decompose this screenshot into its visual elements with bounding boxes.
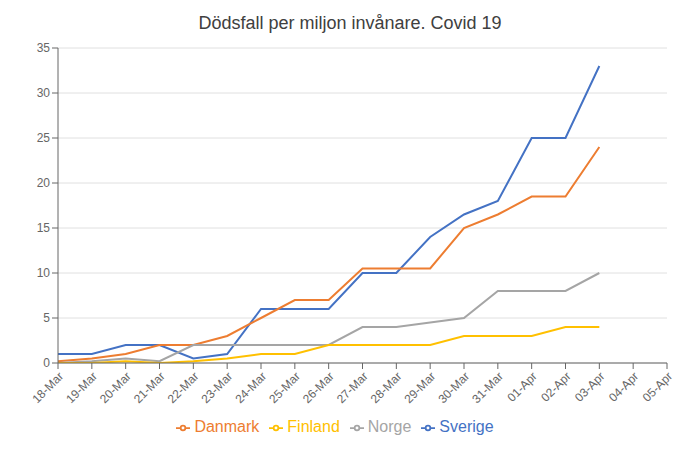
svg-text:21-Mar: 21-Mar	[131, 369, 168, 406]
svg-text:25: 25	[37, 131, 51, 145]
svg-text:25-Mar: 25-Mar	[266, 369, 303, 406]
svg-text:28-Mar: 28-Mar	[368, 369, 405, 406]
svg-text:04-Apr: 04-Apr	[606, 369, 641, 404]
html-text:Finland: Finland	[287, 418, 340, 435]
svg-text:05-Apr: 05-Apr	[640, 369, 675, 404]
svg-text:23-Mar: 23-Mar	[199, 369, 236, 406]
svg-text:02-Apr: 02-Apr	[538, 369, 573, 404]
svg-text:35: 35	[37, 41, 51, 55]
svg-text:22-Mar: 22-Mar	[165, 369, 202, 406]
svg-text:29-Mar: 29-Mar	[402, 369, 439, 406]
svg-text:20-Mar: 20-Mar	[97, 369, 134, 406]
svg-text:01-Apr: 01-Apr	[504, 369, 539, 404]
html-text:Sverige: Sverige	[439, 418, 494, 435]
svg-text:30: 30	[37, 86, 51, 100]
svg-text:20: 20	[37, 176, 51, 190]
svg-text:0: 0	[43, 356, 50, 370]
html-text:Danmark: Danmark	[194, 418, 260, 435]
svg-text:10: 10	[37, 266, 51, 280]
svg-text:26-Mar: 26-Mar	[300, 369, 337, 406]
html-text:Norge: Norge	[367, 418, 412, 435]
svg-text:19-Mar: 19-Mar	[63, 369, 100, 406]
svg-text:31-Mar: 31-Mar	[469, 369, 506, 406]
svg-text:30-Mar: 30-Mar	[435, 369, 472, 406]
svg-text:27-Mar: 27-Mar	[334, 369, 371, 406]
html-text:Dödsfall per miljon invånare.: Dödsfall per miljon invånare. Covid 19	[198, 13, 502, 33]
svg-text:03-Apr: 03-Apr	[572, 369, 607, 404]
svg-text:15: 15	[37, 221, 51, 235]
svg-text:24-Mar: 24-Mar	[232, 369, 269, 406]
svg-text:5: 5	[43, 311, 50, 325]
svg-text:18-Mar: 18-Mar	[29, 369, 66, 406]
